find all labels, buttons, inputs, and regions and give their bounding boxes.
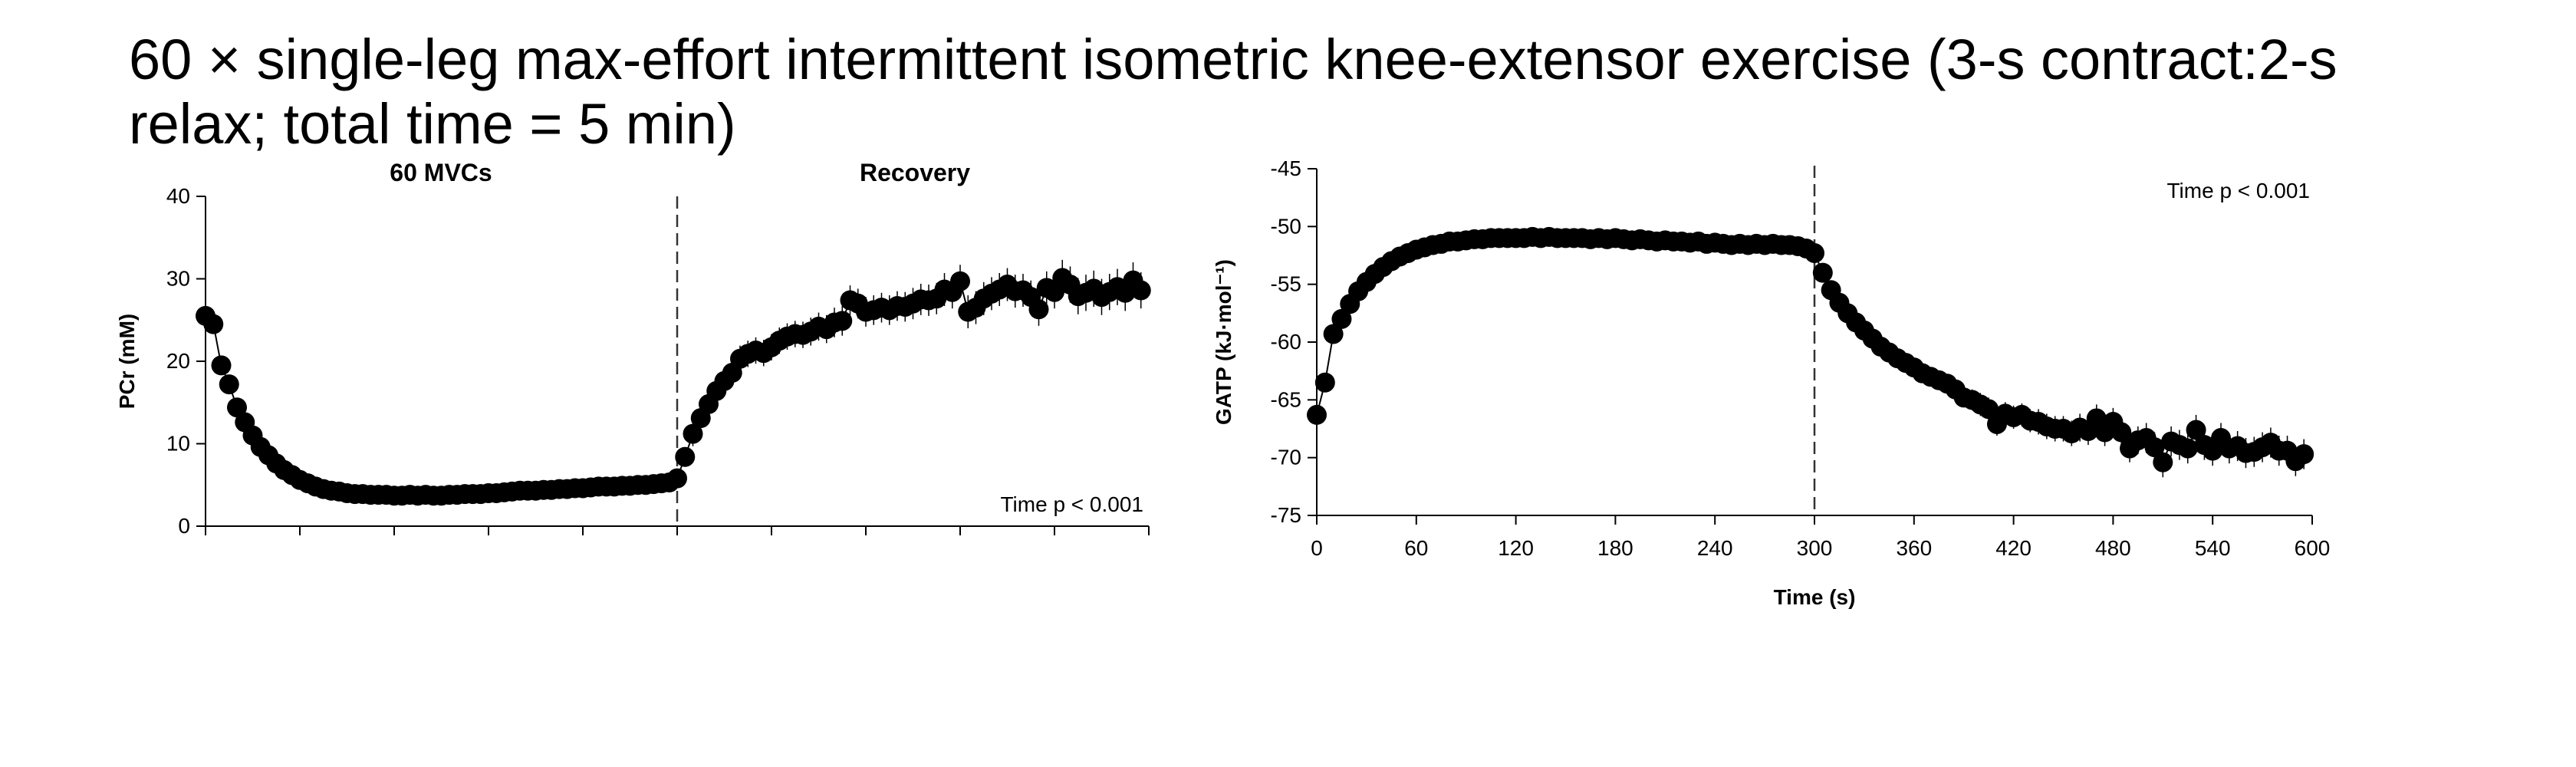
gatp-y-tick-label: -75 (1271, 503, 1301, 527)
gatp-data-point (1323, 324, 1344, 344)
gatp-x-ticks: 0 60 120 180 240 300 360 420 480 540 600 (1311, 515, 2330, 560)
pcr-data-point (203, 314, 224, 334)
pcr-chart: 0 10 20 30 40 PCr (mM) 60 MVCs Recovery Time… (115, 159, 1151, 538)
gatp-data-point (2144, 437, 2165, 458)
pcr-y-tick-label: 40 (166, 184, 190, 208)
gatp-y-tick-label: -45 (1271, 156, 1301, 180)
pcr-series-line (205, 276, 1142, 497)
gatp-x-tick-label: 0 (1311, 536, 1323, 560)
gatp-data-point (1307, 404, 1327, 425)
gatp-data-point (2153, 452, 2173, 472)
gatp-y-ticks: -45 -50 -55 -60 -65 -70 -75 (1271, 156, 1317, 527)
pcr-data-point (219, 374, 239, 395)
gatp-data-points (1307, 226, 2314, 472)
gatp-data-point (1979, 399, 1999, 420)
gatp-x-tick-label: 180 (1597, 536, 1633, 560)
gatp-x-tick-label: 420 (1995, 536, 2032, 560)
gatp-x-tick-label: 540 (2195, 536, 2231, 560)
pcr-y-tick-label: 20 (166, 349, 190, 373)
pcr-significance-annotation: Time p < 0.001 (1000, 492, 1143, 516)
gatp-x-tick-label: 600 (2295, 536, 2331, 560)
pcr-y-tick-label: 0 (178, 514, 190, 538)
gatp-x-tick-label: 480 (2095, 536, 2131, 560)
pcr-phase-label-recovery: Recovery (860, 159, 970, 186)
pcr-data-point (832, 311, 853, 331)
gatp-data-point (2186, 420, 2206, 440)
gatp-series-line (1316, 235, 2305, 465)
gatp-data-point (1805, 242, 1824, 263)
gatp-x-tick-label: 60 (1404, 536, 1428, 560)
gatp-y-tick-label: -60 (1271, 330, 1301, 354)
gatp-x-axis-title: Time (s) (1774, 585, 1856, 609)
gatp-x-tick-label: 120 (1498, 536, 1534, 560)
gatp-y-tick-label: -70 (1271, 446, 1301, 469)
gatp-x-tick-label: 360 (1896, 536, 1932, 560)
pcr-data-point (950, 271, 970, 291)
gatp-data-point (1314, 372, 1335, 393)
pcr-data-point (211, 355, 232, 376)
gatp-y-tick-label: -65 (1271, 387, 1301, 411)
pcr-y-tick-label: 10 (166, 432, 190, 456)
pcr-data-point (667, 468, 687, 489)
pcr-data-point (683, 423, 703, 444)
gatp-chart: -45 -50 -55 -60 -65 -70 -75 0 60 120 180 240 300 360… (1212, 156, 2330, 609)
pcr-phase-label-exercise: 60 MVCs (390, 159, 492, 186)
gatp-data-point (1812, 262, 1833, 283)
pcr-data-point (227, 397, 247, 418)
gatp-data-point (2294, 444, 2314, 465)
gatp-x-tick-label: 240 (1697, 536, 1733, 560)
gatp-data-point (2177, 438, 2198, 459)
pcr-y-ticks: 0 10 20 30 40 (166, 184, 206, 538)
pcr-data-points (196, 268, 1151, 506)
gatp-y-tick-label: -50 (1271, 214, 1301, 238)
pcr-y-axis-title: PCr (mM) (115, 314, 139, 409)
pcr-y-tick-label: 30 (166, 267, 190, 291)
pcr-data-point (675, 446, 696, 467)
pcr-data-point (1028, 299, 1049, 320)
slide-title: 60 × single-leg max-effort intermittent … (129, 28, 2337, 156)
pcr-data-point (1130, 280, 1151, 301)
gatp-data-point (1331, 308, 1352, 329)
gatp-y-axis-title: GATP (kJ·mol⁻¹) (1212, 259, 1235, 425)
gatp-y-tick-label: -55 (1271, 272, 1301, 296)
pcr-x-ticks (205, 526, 1150, 535)
gatp-x-tick-label: 300 (1797, 536, 1833, 560)
gatp-significance-annotation: Time p < 0.001 (2166, 179, 2310, 202)
gatp-data-point (2111, 422, 2132, 443)
